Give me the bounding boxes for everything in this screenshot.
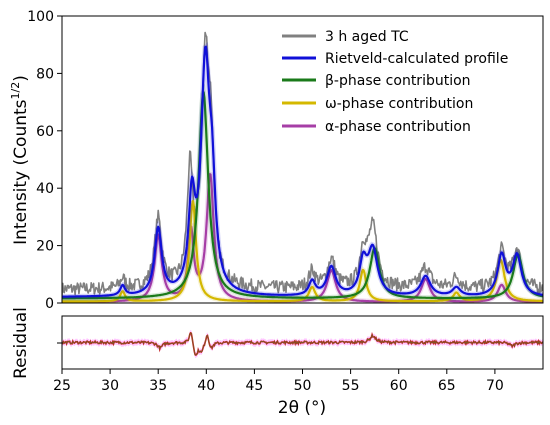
series-line-1 xyxy=(62,45,543,298)
series-line-0 xyxy=(62,31,543,296)
x-tick-label: 25 xyxy=(53,378,71,394)
main-y-axis-label-sup: 1/2 xyxy=(9,82,22,100)
legend: 3 h aged TC Rietveld-calculated profile … xyxy=(282,29,508,135)
legend-entry-omega: ω-phase contribution xyxy=(282,96,473,112)
residual-band xyxy=(62,329,543,359)
x-tick-label: 30 xyxy=(101,378,119,394)
legend-entry-beta: β-phase contribution xyxy=(282,73,471,89)
legend-label-omega: ω-phase contribution xyxy=(325,96,473,112)
series-glow-2 xyxy=(62,83,543,301)
x-tick-label: 40 xyxy=(197,378,215,394)
y-tick-label: 20 xyxy=(36,239,54,255)
legend-entry-alpha: α-phase contribution xyxy=(282,119,471,135)
series-line-2 xyxy=(62,91,543,300)
y-tick-label: 40 xyxy=(36,181,54,197)
y-tick-label: 80 xyxy=(36,66,54,82)
legend-entry-observed: 3 h aged TC xyxy=(282,29,409,45)
main-series-group xyxy=(62,31,543,303)
x-tick-label: 70 xyxy=(486,378,504,394)
x-tick-label: 35 xyxy=(149,378,167,394)
x-tick-label: 60 xyxy=(390,378,408,394)
main-y-axis-label: Intensity (Counts1/2) xyxy=(9,75,31,245)
y-tick-label: 100 xyxy=(27,9,54,25)
residual-x-ticks: 25 30 35 40 45 50 55 60 65 70 xyxy=(53,369,504,394)
main-y-ticks: 0 20 40 60 80 100 xyxy=(27,9,62,312)
x-tick-label: 55 xyxy=(342,378,360,394)
main-y-axis-label-text: Intensity (Counts xyxy=(11,99,31,245)
x-tick-label: 65 xyxy=(438,378,456,394)
residual-series-group xyxy=(62,329,543,359)
y-tick-label: 0 xyxy=(45,296,54,312)
main-y-axis-label-close: ) xyxy=(11,75,31,82)
x-tick-label: 45 xyxy=(245,378,263,394)
legend-label-rietveld: Rietveld-calculated profile xyxy=(325,51,508,67)
x-axis-label: 2θ (°) xyxy=(278,398,326,418)
legend-label-alpha: α-phase contribution xyxy=(325,119,471,135)
legend-label-beta: β-phase contribution xyxy=(325,73,471,89)
series-glow-1 xyxy=(62,42,543,300)
residual-plot-area xyxy=(62,329,543,359)
main-plot-area xyxy=(62,31,543,303)
residual-line-overlay xyxy=(62,332,543,356)
residual-y-axis-label: Residual xyxy=(11,307,31,379)
legend-entry-rietveld: Rietveld-calculated profile xyxy=(282,51,508,67)
main-plot-frame xyxy=(61,15,544,304)
y-tick-label: 60 xyxy=(36,124,54,140)
legend-label-observed: 3 h aged TC xyxy=(325,29,409,45)
x-tick-label: 50 xyxy=(294,378,312,394)
